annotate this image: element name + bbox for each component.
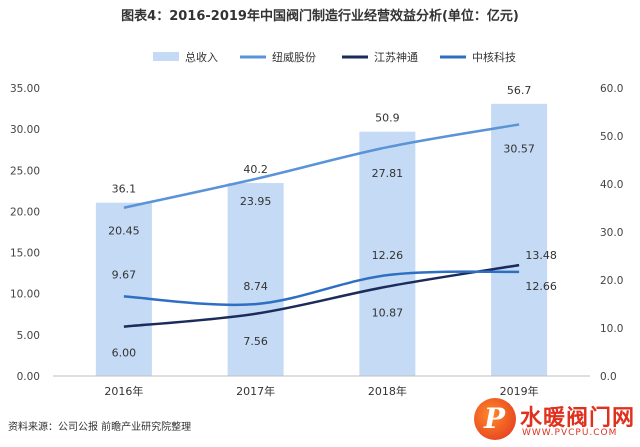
bar-value-label: 56.7 (507, 84, 532, 97)
right-tick-label: 60.0 (600, 83, 623, 95)
x-tick-label: 2018年 (368, 384, 407, 398)
line-value-label: 9.67 (112, 268, 137, 281)
legend: 总收入 纽威股份 江苏神通 中核科技 (153, 50, 516, 64)
logo-letter: P (484, 402, 506, 435)
left-tick-label: 35.00 (10, 83, 40, 95)
line-value-label: 6.00 (112, 347, 137, 360)
legend-label: 江苏神通 (374, 50, 418, 64)
bar-series (95, 103, 548, 376)
line-value-label: 30.57 (503, 142, 535, 155)
bar (359, 131, 416, 376)
x-axis: 2016年 2017年 2018年 2019年 (53, 375, 590, 398)
legend-swatch-bar (153, 52, 179, 61)
line-value-label: 12.26 (372, 249, 404, 262)
x-tick-label: 2016年 (104, 384, 143, 398)
logo-url: WWW.PVCPU.COM (522, 428, 618, 438)
bar-value-label: 50.9 (375, 112, 400, 125)
line-value-label: 27.81 (372, 167, 404, 180)
line-value-label: 7.56 (243, 335, 268, 348)
logo-name: 水暖阀门网 (520, 406, 636, 431)
bar-value-label: 36.1 (112, 183, 137, 196)
bar (491, 103, 548, 376)
x-tick-label: 2019年 (500, 384, 539, 398)
right-tick-label: 50.0 (600, 131, 623, 143)
x-tick-label: 2017年 (236, 384, 275, 398)
series-line (123, 263, 520, 328)
legend-label: 总收入 (185, 50, 218, 64)
line-series (123, 123, 520, 328)
right-tick-label: 30.0 (600, 227, 623, 239)
left-tick-label: 15.00 (10, 248, 40, 260)
source-note: 资料来源：公司公报 前瞻产业研究院整理 (8, 422, 192, 433)
bar-value-label: 40.2 (243, 163, 268, 176)
left-tick-label: 20.00 (10, 206, 40, 218)
right-tick-label: 10.0 (600, 323, 623, 335)
left-tick-label: 10.00 (10, 289, 40, 301)
right-tick-label: 40.0 (600, 179, 623, 191)
line-value-label: 23.95 (240, 195, 272, 208)
legend-label: 纽威股份 (272, 50, 316, 64)
data-labels: 36.1 40.2 50.9 56.7 20.45 23.95 27.81 30.57 6.00… (108, 84, 557, 360)
bar (227, 183, 284, 376)
right-tick-label: 20.0 (600, 275, 623, 287)
line-value-label: 12.66 (525, 280, 557, 293)
line-value-label: 13.48 (525, 249, 557, 262)
left-y-axis: 0.00 5.00 10.00 15.00 20.00 25.00 30.00 35.00 (10, 83, 40, 383)
left-tick-label: 30.00 (10, 124, 40, 136)
logo-emblem-icon: P (474, 398, 516, 440)
right-tick-label: 0.0 (600, 371, 617, 383)
line-value-label: 8.74 (243, 280, 268, 293)
chart-title: 图表4：2016-2019年中国阀门制造行业经营效益分析(单位：亿元) (121, 8, 519, 24)
left-tick-label: 25.00 (10, 165, 40, 177)
line-value-label: 20.45 (108, 225, 140, 238)
series-line (123, 270, 520, 307)
series-line (123, 123, 520, 209)
left-tick-label: 0.00 (17, 371, 40, 383)
bar (95, 202, 152, 376)
right-y-axis: 0.0 10.0 20.0 30.0 40.0 50.0 60.0 (600, 83, 623, 383)
line-value-label: 10.87 (372, 307, 404, 320)
left-tick-label: 5.00 (17, 330, 40, 342)
legend-label: 中核科技 (472, 50, 516, 64)
site-logo[interactable]: P 水暖阀门网 WWW.PVCPU.COM (474, 398, 638, 444)
